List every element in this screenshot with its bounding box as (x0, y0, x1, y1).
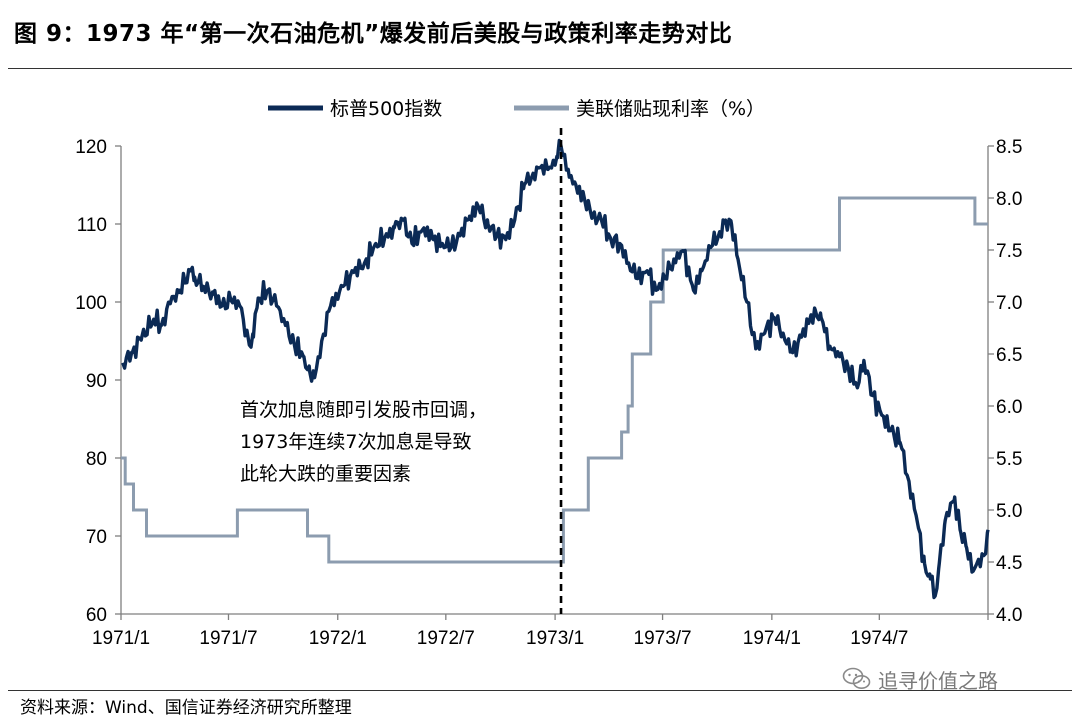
chart-series (121, 138, 990, 600)
chart: 60 70 80 90 100 110 120 4.0 4.5 5.0 5.5 6.0 6.5 7.0 7.… (75, 98, 1022, 649)
right-tick-label: 8.0 (996, 189, 1022, 210)
left-tick-label: 90 (86, 371, 107, 392)
x-tick-label: 1972/1 (309, 628, 367, 649)
x-tick-label: 1972/7 (417, 628, 475, 649)
wechat-icon (842, 667, 871, 689)
legend-label-fed-rate: 美联储贴现利率（%） (576, 98, 765, 120)
sp500-index-line (121, 138, 990, 600)
figure-title: 图 9：1973 年“第一次石油危机”爆发前后美股与政策利率走势对比 (14, 21, 733, 47)
left-tick-label: 80 (86, 449, 107, 470)
right-tick-label: 7.0 (996, 293, 1022, 314)
x-tick-label: 1971/7 (199, 628, 257, 649)
x-tick-label: 1974/1 (743, 628, 801, 649)
left-tick-label: 120 (75, 137, 107, 158)
x-tick-label: 1974/7 (850, 628, 908, 649)
x-tick-label: 1973/1 (526, 628, 584, 649)
watermark: 追寻价值之路 (842, 664, 998, 694)
annotation-text-line: 首次加息随即引发股市回调， (240, 399, 487, 421)
legend-label-sp500: 标普500指数 (330, 98, 442, 120)
left-tick-label: 70 (86, 527, 107, 548)
title-divider (8, 68, 1072, 69)
right-tick-label: 8.5 (996, 137, 1022, 158)
left-tick-label: 100 (75, 293, 107, 314)
x-tick-label: 1971/1 (92, 628, 150, 649)
annotation-text-line: 此轮大跌的重要因素 (240, 463, 411, 485)
right-tick-label: 5.5 (996, 449, 1022, 470)
left-tick-label: 110 (77, 215, 107, 236)
right-tick-label: 4.0 (996, 605, 1022, 626)
right-tick-label: 5.0 (996, 501, 1022, 522)
chart-legend: 标普500指数 美联储贴现利率（%） (268, 98, 765, 120)
annotation-text-line: 1973年连续7次加息是导致 (240, 431, 471, 453)
right-tick-label: 6.0 (996, 397, 1022, 418)
right-tick-label: 6.5 (996, 345, 1022, 366)
right-tick-label: 4.5 (996, 553, 1022, 574)
source-note: 资料来源：Wind、国信证券经济研究所整理 (20, 698, 352, 718)
right-tick-label: 7.5 (996, 241, 1022, 262)
source-divider (8, 690, 1072, 691)
x-tick-label: 1973/7 (634, 628, 692, 649)
watermark-text: 追寻价值之路 (878, 668, 998, 693)
chart-ticks: 60 70 80 90 100 110 120 4.0 4.5 5.0 5.5 6.0 6.5 7.0 7.… (75, 137, 1022, 649)
left-tick-label: 60 (86, 605, 107, 626)
fed-discount-rate-line (121, 196, 988, 564)
